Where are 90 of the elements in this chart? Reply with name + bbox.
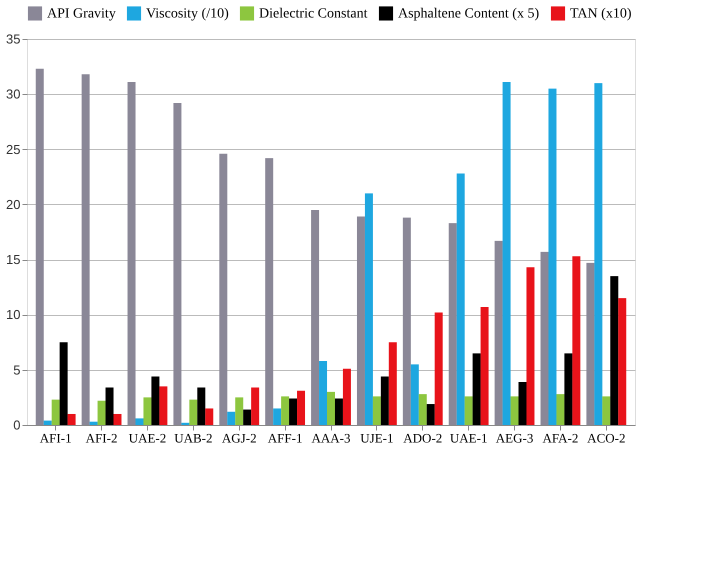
bar [380,376,389,425]
bar [113,414,122,425]
bar [480,306,489,425]
x-tick-label: UAE-1 [450,430,488,446]
bar [618,298,626,425]
bar [297,390,306,425]
legend-label: Viscosity (/10) [146,6,230,22]
bar [90,422,98,425]
x-tick-label: AEG-3 [496,430,534,446]
bar [235,397,244,425]
bar [135,418,144,425]
bar [128,82,136,425]
bar [594,83,602,425]
x-tick-label: UAB-2 [174,430,212,446]
bar [68,414,76,425]
bar [586,262,594,425]
bar [418,394,427,425]
legend-label: Dielectric Constant [259,6,368,22]
x-tick-label: AFA-2 [542,430,578,446]
bar [265,158,274,425]
bar [472,353,481,425]
bar [494,240,503,425]
bar [518,382,527,425]
bar [189,400,198,425]
x-tick-label: AFI-1 [40,430,72,446]
bar [159,386,168,425]
bar [36,68,44,425]
y-tick-label: 20 [6,196,20,212]
bar [448,223,457,425]
bar [410,364,419,425]
y-tick-label: 5 [13,362,20,378]
bar [548,88,556,425]
bar [197,388,206,425]
y-tick-label: 25 [6,142,20,157]
bar [143,397,152,425]
bar [44,420,52,425]
bar [60,342,68,425]
bar [106,388,114,425]
bar [319,361,328,425]
x-tick-label: AFI-2 [86,430,118,446]
bar [219,154,228,425]
bar [311,210,320,425]
bar [464,396,473,425]
bar [388,342,397,425]
x-tick-label: UJE-1 [360,430,394,446]
bar [205,408,214,425]
bar [251,388,260,425]
legend-label: API Gravity [47,6,116,22]
bar [243,410,252,425]
bar [342,368,351,425]
x-tick-label: AFF-1 [268,430,302,446]
y-tick-label: 0 [13,418,20,432]
bar [540,252,549,425]
y-tick-label: 35 [6,32,20,46]
x-tick-label: UAE-2 [128,430,166,446]
bar [98,400,106,425]
bar [610,276,618,425]
y-tick-label: 30 [6,86,20,102]
x-tick-label: AGJ-2 [222,430,257,446]
bar [151,376,160,425]
bar [356,216,365,425]
bar [227,412,236,425]
bar [372,396,381,425]
bar [564,353,572,425]
bar [364,193,373,425]
bar [526,267,534,425]
bar [402,218,411,425]
bar [456,174,465,425]
legend-label: Asphaltene Content (x 5) [398,6,540,22]
bar [173,102,182,425]
bar [602,396,610,425]
y-tick-label: 15 [6,252,20,268]
bar [82,74,90,425]
bar [556,394,564,425]
bar [289,398,298,425]
bar [327,392,335,425]
bar [502,82,511,425]
x-tick-label: AAA-3 [312,430,350,446]
x-tick-label: ADO-2 [403,430,442,446]
bar [334,398,343,425]
y-tick-label: 10 [6,307,20,322]
bar [510,396,519,425]
legend-label: TAN (x10) [570,6,632,22]
bar [572,256,580,425]
bar [434,312,443,425]
bar [426,404,435,425]
bar [281,396,290,425]
x-tick-label: ACO-2 [587,430,626,446]
bar [273,408,282,425]
bar [52,400,60,425]
